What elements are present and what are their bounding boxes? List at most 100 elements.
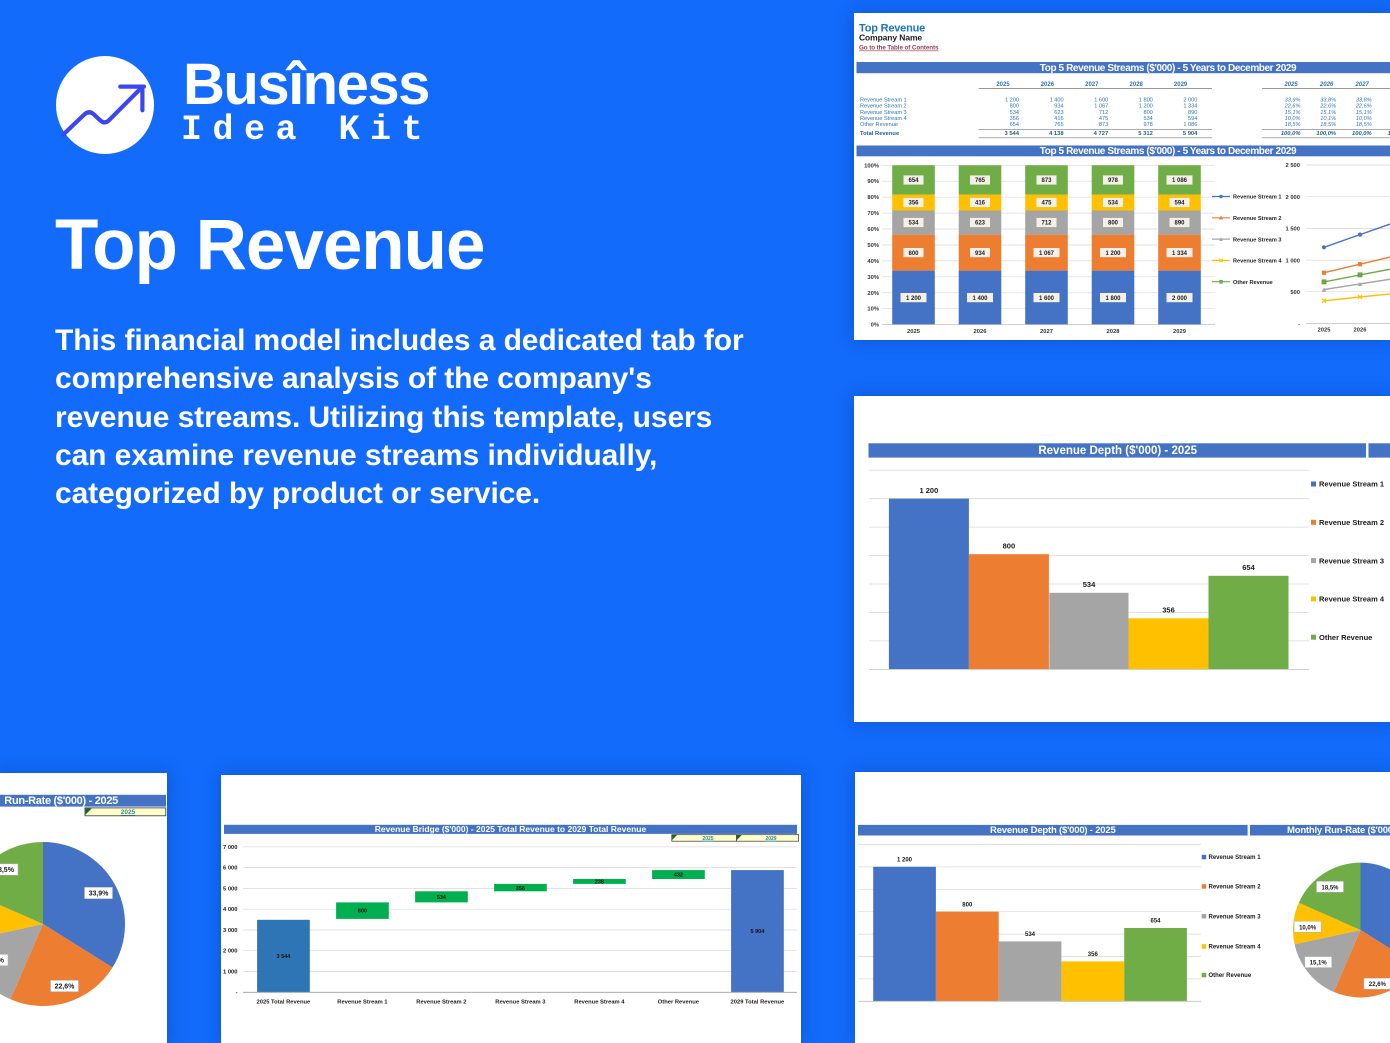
svg-text:1 600: 1 600 <box>1094 97 1108 103</box>
svg-text:534: 534 <box>1025 932 1036 938</box>
svg-text:18,5%: 18,5% <box>1285 122 1301 128</box>
svg-text:2029: 2029 <box>1174 82 1188 88</box>
svg-text:356: 356 <box>908 201 919 207</box>
svg-text:100,0%: 100,0% <box>1352 131 1372 137</box>
svg-text:7 000: 7 000 <box>223 845 238 851</box>
svg-text:800: 800 <box>358 909 367 915</box>
svg-text:22,6%: 22,6% <box>1319 104 1336 110</box>
svg-text:2025: 2025 <box>907 329 921 335</box>
svg-text:4 727: 4 727 <box>1094 131 1109 137</box>
svg-text:238: 238 <box>595 880 604 886</box>
svg-text:Revenue Stream 4: Revenue Stream 4 <box>860 116 907 122</box>
svg-text:1 200: 1 200 <box>897 858 913 864</box>
svg-text:800: 800 <box>1003 542 1016 551</box>
svg-text:2025: 2025 <box>121 809 136 816</box>
svg-text:15,1%: 15,1% <box>1320 110 1336 116</box>
svg-text:Revenue Bridge ($'000) - 2025: Revenue Bridge ($'000) - 2025 Total Reve… <box>375 824 647 834</box>
svg-text:2029: 2029 <box>765 836 776 842</box>
svg-text:712: 712 <box>1099 110 1108 116</box>
svg-text:Revenue Stream 4: Revenue Stream 4 <box>1233 259 1282 265</box>
svg-text:Revenue Stream 2: Revenue Stream 2 <box>1209 885 1262 891</box>
svg-text:3 000: 3 000 <box>223 928 238 934</box>
svg-text:40%: 40% <box>867 259 879 265</box>
svg-text:1 200: 1 200 <box>1005 97 1019 103</box>
svg-text:1 800: 1 800 <box>1105 296 1121 302</box>
svg-text:33,9%: 33,9% <box>89 891 110 898</box>
svg-text:Run-Rate ($'000) - 2025: Run-Rate ($'000) - 2025 <box>4 795 118 807</box>
svg-text:1 086: 1 086 <box>1172 178 1188 184</box>
svg-text:2025 Total Revenue: 2025 Total Revenue <box>257 1000 311 1006</box>
svg-text:10,0%: 10,0% <box>1285 116 1301 122</box>
svg-text:356: 356 <box>1162 606 1175 615</box>
svg-text:Revenue Stream 3: Revenue Stream 3 <box>860 110 907 116</box>
svg-text:Revenue Stream 3: Revenue Stream 3 <box>495 1000 546 1006</box>
svg-text:70%: 70% <box>867 211 879 217</box>
svg-text:3 544: 3 544 <box>1004 131 1019 137</box>
svg-text:1 200: 1 200 <box>1105 251 1121 257</box>
svg-text:100,0%: 100,0% <box>1316 131 1336 137</box>
svg-text:1 800: 1 800 <box>1139 97 1153 103</box>
svg-text:10,0%: 10,0% <box>1299 925 1317 931</box>
svg-text:Revenue Stream 3: Revenue Stream 3 <box>1233 237 1282 243</box>
svg-text:890: 890 <box>1174 221 1185 227</box>
svg-text:6 000: 6 000 <box>223 866 238 872</box>
svg-text:33,8%: 33,8% <box>1356 97 1372 103</box>
svg-text:1 067: 1 067 <box>1039 251 1055 257</box>
svg-text:18,5%: 18,5% <box>1320 122 1336 128</box>
svg-text:Monthly Run-Rate ($'000) - 202: Monthly Run-Rate ($'000) - 2025 <box>1287 825 1390 836</box>
svg-text:2029 Total Revenue: 2029 Total Revenue <box>731 1000 785 1006</box>
svg-text:Revenue Stream 3: Revenue Stream 3 <box>1319 556 1384 565</box>
svg-text:Revenue Stream 2: Revenue Stream 2 <box>1233 216 1282 222</box>
svg-text:1 400: 1 400 <box>1050 97 1064 103</box>
svg-text:534: 534 <box>1143 116 1152 122</box>
svg-text:1 400: 1 400 <box>972 296 988 302</box>
svg-text:10,0%: 10,0% <box>1356 116 1372 122</box>
svg-text:1 600: 1 600 <box>1039 296 1055 302</box>
svg-text:Other Revenue: Other Revenue <box>1233 280 1273 286</box>
svg-text:475: 475 <box>1099 116 1108 122</box>
svg-text:Top 5 Revenue Streams ($'000): Top 5 Revenue Streams ($'000) - 5 Years … <box>1040 146 1297 157</box>
svg-text:Revenue Depth ($'000) - 2025: Revenue Depth ($'000) - 2025 <box>990 825 1116 836</box>
svg-text:4 138: 4 138 <box>1049 131 1064 137</box>
svg-text:978: 978 <box>1108 178 1119 184</box>
svg-text:1 334: 1 334 <box>1183 104 1197 110</box>
svg-text:534: 534 <box>1083 580 1096 589</box>
svg-text:934: 934 <box>975 251 986 257</box>
svg-text:475: 475 <box>1041 201 1052 207</box>
svg-text:100,0%: 100,0% <box>1388 131 1390 137</box>
svg-text:1 000: 1 000 <box>1285 258 1300 264</box>
svg-text:100,0%: 100,0% <box>1281 131 1301 137</box>
svg-text:2027: 2027 <box>1040 329 1053 335</box>
svg-text:Other Revenue: Other Revenue <box>860 122 898 128</box>
svg-text:Other Revenue: Other Revenue <box>1209 973 1252 979</box>
svg-text:Total Revenue: Total Revenue <box>860 131 900 137</box>
svg-text:Revenue Stream 2: Revenue Stream 2 <box>860 104 907 110</box>
svg-text:33,8%: 33,8% <box>1320 97 1336 103</box>
svg-text:654: 654 <box>1010 122 1019 128</box>
svg-text:Go to the Table of Contents: Go to the Table of Contents <box>859 45 939 52</box>
svg-text:2025: 2025 <box>1283 82 1298 88</box>
svg-text:654: 654 <box>1150 919 1161 925</box>
svg-text:22,6%: 22,6% <box>1284 104 1301 110</box>
svg-text:Revenue Stream 4: Revenue Stream 4 <box>1209 945 1262 951</box>
svg-text:2025: 2025 <box>996 82 1010 88</box>
svg-text:356: 356 <box>516 886 525 892</box>
svg-text:Revenue Stream 1: Revenue Stream 1 <box>860 97 907 103</box>
svg-text:5 312: 5 312 <box>1138 131 1153 137</box>
svg-text:Revenue Stream 2: Revenue Stream 2 <box>416 1000 466 1006</box>
svg-text:356: 356 <box>1088 952 1099 958</box>
svg-text:623: 623 <box>1054 110 1063 116</box>
svg-text:534: 534 <box>437 895 447 901</box>
svg-text:2 500: 2 500 <box>1285 163 1300 169</box>
svg-text:594: 594 <box>1188 116 1197 122</box>
svg-text:-: - <box>236 990 238 996</box>
svg-text:2 000: 2 000 <box>223 949 238 955</box>
svg-text:50%: 50% <box>867 243 879 249</box>
svg-text:500: 500 <box>1290 290 1300 296</box>
svg-text:2 000: 2 000 <box>1172 296 1188 302</box>
svg-text:356: 356 <box>1010 116 1019 122</box>
svg-text:18,5%: 18,5% <box>1321 885 1339 891</box>
svg-text:800: 800 <box>1108 221 1119 227</box>
svg-text:10%: 10% <box>867 307 879 313</box>
svg-text:978: 978 <box>1143 122 1152 128</box>
